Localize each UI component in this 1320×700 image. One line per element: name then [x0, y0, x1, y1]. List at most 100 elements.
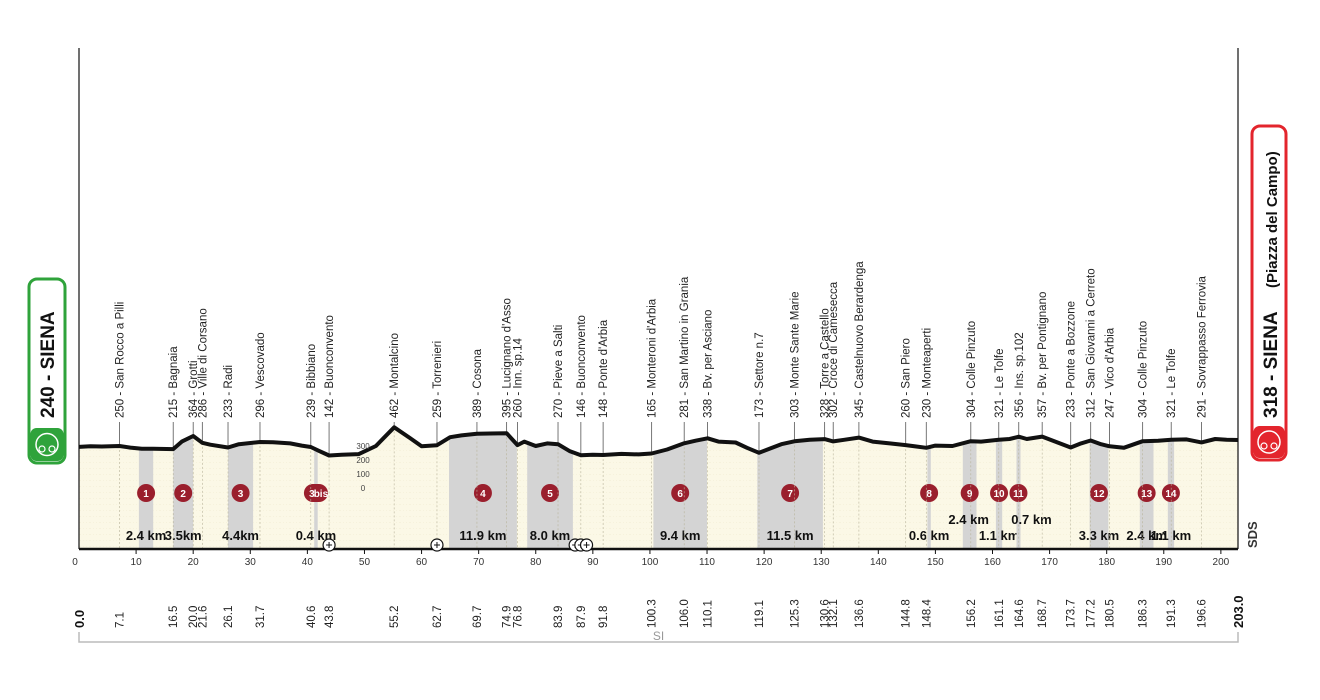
- x-tick-label-zero: 0: [72, 557, 78, 568]
- x-tick-label: 120: [756, 557, 773, 568]
- sector-length: 2.4 km: [126, 528, 166, 543]
- sector-badge: [1137, 484, 1156, 502]
- altitude-scale-label: 0: [361, 484, 366, 493]
- sector-length: 2.4 km: [948, 512, 988, 527]
- cyclist-icon-wheel: [48, 445, 56, 453]
- sector-length: 3.3 km: [1079, 528, 1119, 543]
- sector-length: 1.1 km: [979, 528, 1019, 543]
- waypoint-label: 345 - Castelnuovo Berardenga: [854, 261, 866, 418]
- cyclist-icon: [35, 432, 59, 457]
- finish-badge: [1250, 124, 1288, 462]
- sector-length: 11.9 km: [459, 528, 506, 543]
- waypoint-km: 21.6: [197, 606, 209, 628]
- waypoint-km: 26.1: [223, 606, 235, 628]
- sector-badge: [541, 484, 560, 502]
- waypoint-km: 119.1: [754, 600, 766, 628]
- waypoint-km: 180.5: [1105, 599, 1117, 628]
- sector-number: 3: [309, 489, 315, 500]
- sector-number: 9: [967, 489, 973, 500]
- waypoint-km: 110.1: [703, 600, 715, 628]
- sector-number: 3: [238, 489, 244, 500]
- x-tick-label: 130: [813, 557, 830, 568]
- finish-label: 318 - SIENA: [1261, 311, 1282, 418]
- waypoint-label: 281 - San Martino in Grania: [679, 276, 691, 418]
- waypoint-label: 215 - Bagnaia: [168, 346, 180, 418]
- waypoint-label: 233 - Radi: [223, 365, 235, 418]
- waypoint-label: 250 - San Rocco a Pilli: [115, 302, 127, 418]
- waypoint-label: 270 - Pieve a Salti: [553, 325, 565, 418]
- waypoint-label: 304 - Colle Pinzuto: [1138, 321, 1150, 418]
- sector-number-suffix: bis: [314, 489, 329, 500]
- sector-number: 1: [143, 489, 149, 500]
- waypoint-km: 106.0: [679, 599, 691, 628]
- waypoint-label: 260 - San Piero: [901, 338, 913, 418]
- start-label: 240 - SIENA: [38, 311, 59, 418]
- x-tick-label: 110: [699, 557, 715, 568]
- x-tick-label: 50: [359, 557, 371, 568]
- waypoint-label: 321 - Le Tolfe: [1166, 349, 1178, 418]
- sector-badge: [231, 484, 250, 502]
- sector-number: 13: [1141, 489, 1153, 500]
- sector-badge: [303, 484, 328, 502]
- waypoint-km: 130.6: [820, 599, 832, 628]
- cyclist-icon-wheel: [38, 445, 46, 453]
- waypoint-km: 76.8: [512, 606, 524, 628]
- waypoint-km: 55.2: [389, 606, 401, 628]
- x-tick-label: 10: [131, 557, 143, 568]
- x-tick-label: 150: [927, 557, 944, 568]
- x-tick-label: 160: [984, 557, 1001, 568]
- altitude-scale-label: 300: [356, 442, 370, 451]
- waypoint-label: 364 - Grotti: [188, 360, 200, 418]
- start-km: 0.0: [72, 610, 87, 628]
- sector-badge: [174, 484, 193, 502]
- cyclist-icon: [1257, 430, 1281, 454]
- waypoint-km: 20.0: [188, 606, 200, 628]
- waypoint-label: 173 - Settore n.7: [754, 332, 766, 418]
- waypoint-km: 7.1: [115, 612, 127, 628]
- sector-number: 12: [1093, 489, 1105, 500]
- waypoint-km: 144.8: [901, 599, 913, 628]
- waypoint-km: 132.1: [828, 599, 840, 628]
- si-label: SI: [653, 629, 664, 643]
- waypoint-km: 31.7: [255, 606, 267, 628]
- waypoint-label: 291 - Sovrappasso Ferrovia: [1196, 275, 1208, 418]
- waypoint-label: 165 - Monteroni d'Arbia: [647, 298, 659, 418]
- waypoint-label: 233 - Ponte a Bozzone: [1066, 301, 1078, 418]
- waypoint-label: 338 - Bv. per Asciano: [703, 310, 715, 418]
- waypoint-lines-layer: [119, 422, 1202, 549]
- waypoint-km: 62.7: [432, 606, 444, 628]
- waypoint-km: 69.7: [472, 606, 484, 628]
- waypoint-label: 296 - Vescovado: [255, 332, 267, 418]
- sector-number: 6: [677, 489, 683, 500]
- waypoint-label: 286 - Ville di Corsano: [197, 308, 209, 418]
- waypoint-km: 43.8: [324, 606, 336, 628]
- waypoint-km: 74.9: [502, 606, 514, 628]
- x-tick-label: 70: [473, 557, 485, 568]
- sector-number: 2: [180, 489, 186, 500]
- sector-number: 8: [926, 489, 932, 500]
- waypoint-km: 186.3: [1138, 599, 1150, 628]
- waypoint-km: 191.3: [1166, 599, 1178, 628]
- altitude-scale-label: 200: [356, 456, 370, 465]
- waypoint-km: 91.8: [598, 606, 610, 628]
- waypoint-label: 328 - Torre a Castello: [820, 308, 832, 418]
- waypoint-label: 230 - Monteaperti: [921, 328, 933, 418]
- finish-km: 203.0: [1231, 595, 1246, 628]
- sector-length: 2.4 km: [1126, 528, 1166, 543]
- x-tick-label: 100: [642, 557, 659, 568]
- sector-length: 9.4 km: [660, 528, 700, 543]
- x-tick-label: 20: [188, 557, 200, 568]
- waypoint-km: 83.9: [553, 606, 565, 628]
- waypoint-label: 321 - Le Tolfe: [994, 349, 1006, 418]
- sector-number: 4: [480, 489, 486, 500]
- waypoint-label: 260 - Inn. sp.14: [512, 337, 524, 418]
- sds-logo: SDS: [1245, 521, 1260, 548]
- x-tick-label: 170: [1041, 557, 1058, 568]
- waypoint-km: 16.5: [168, 606, 180, 628]
- x-tick-label: 190: [1155, 557, 1172, 568]
- waypoint-km: 100.3: [647, 599, 659, 628]
- waypoint-label: 148 - Ponte d'Arbia: [598, 319, 610, 418]
- sector-badge: [920, 484, 939, 502]
